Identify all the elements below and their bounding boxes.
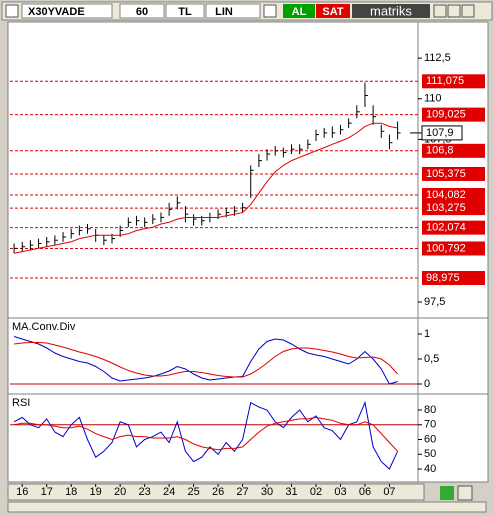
- x-tick-label: 24: [163, 486, 175, 498]
- level-label-box: [422, 201, 485, 216]
- x-tick-label: 20: [114, 486, 126, 498]
- level-label: 109,025: [426, 109, 466, 121]
- menu-icon[interactable]: [5, 4, 19, 18]
- close-button[interactable]: [461, 4, 475, 18]
- y-tick-label: 40: [424, 463, 436, 475]
- y-tick-label: 50: [424, 448, 436, 460]
- symbol[interactable]: X30YVADE: [28, 6, 85, 18]
- buy-button[interactable]: [283, 4, 315, 18]
- y-tick-label: 97,5: [424, 296, 445, 308]
- level-label: 105,375: [426, 168, 466, 180]
- level-label: 104,082: [426, 189, 466, 201]
- plot-frame: [7, 21, 489, 483]
- settings-button[interactable]: [457, 485, 473, 501]
- level-label-box: [422, 166, 485, 181]
- y-tick-label: 80: [424, 404, 436, 416]
- minimize-button[interactable]: [433, 4, 447, 18]
- x-tick-label: 16: [16, 486, 28, 498]
- level-label: 103,275: [426, 202, 466, 214]
- scale-box[interactable]: [205, 3, 261, 19]
- level-label: 102,074: [426, 222, 466, 234]
- sell[interactable]: SAT: [322, 6, 343, 18]
- x-tick-label: 03: [334, 486, 346, 498]
- period-box[interactable]: [119, 3, 165, 19]
- last-price-box: [421, 125, 463, 141]
- level-label-box: [422, 241, 485, 256]
- currency[interactable]: TL: [178, 6, 192, 18]
- level-label-box: [422, 271, 485, 286]
- level-label-box: [422, 74, 485, 89]
- period[interactable]: 60: [136, 6, 148, 18]
- y-tick-label: 0,5: [424, 353, 439, 365]
- x-tick-label: 27: [236, 486, 248, 498]
- scale[interactable]: LIN: [215, 6, 233, 18]
- level-label-box: [422, 187, 485, 202]
- x-tick-label: 17: [41, 486, 53, 498]
- level-label-box: [422, 107, 485, 122]
- x-tick-label: 18: [65, 486, 77, 498]
- x-tick-label: 06: [359, 486, 371, 498]
- date-bar: [7, 483, 425, 501]
- x-tick-label: 25: [187, 486, 199, 498]
- edit-icon[interactable]: [263, 4, 277, 18]
- panel-title: RSI: [12, 397, 30, 409]
- y-tick-label: 60: [424, 433, 436, 445]
- level-label-box: [422, 220, 485, 235]
- symbol-box[interactable]: [21, 3, 113, 19]
- y-tick-label: 0: [424, 378, 430, 390]
- indicator-line: [14, 416, 398, 452]
- moving-average: [14, 122, 398, 254]
- indicator-line: [14, 342, 398, 378]
- y-tick-label: 70: [424, 419, 436, 431]
- y-tick-label: 110: [424, 93, 442, 105]
- level-label: 111,075: [426, 75, 464, 87]
- buy[interactable]: AL: [292, 6, 307, 18]
- x-tick-label: 31: [285, 486, 297, 498]
- indicator-line: [13, 400, 399, 470]
- level-label-box: [422, 143, 485, 158]
- x-tick-label: 02: [310, 486, 322, 498]
- scrollbar[interactable]: [7, 501, 487, 513]
- x-tick-label: 30: [261, 486, 273, 498]
- x-tick-label: 26: [212, 486, 224, 498]
- currency-box[interactable]: [165, 3, 205, 19]
- sell-button[interactable]: [316, 4, 350, 18]
- level-label: 100,792: [426, 242, 466, 254]
- x-tick-label: 19: [90, 486, 102, 498]
- level-label: 98,975: [426, 272, 460, 284]
- panel-title: MA.Conv.Div: [12, 321, 76, 333]
- y-tick-label: 1: [424, 328, 430, 340]
- x-tick-label: 07: [383, 486, 395, 498]
- level-label: 106,8: [426, 145, 454, 157]
- indicator-line: [13, 336, 398, 385]
- maximize-button[interactable]: [447, 4, 461, 18]
- refresh-button[interactable]: [440, 486, 454, 500]
- y-tick-label: 112,5: [424, 52, 451, 64]
- brand: matriks: [370, 3, 412, 18]
- last-price-label: 107,9: [426, 127, 454, 139]
- x-tick-label: 23: [139, 486, 151, 498]
- brand-box: [352, 4, 430, 18]
